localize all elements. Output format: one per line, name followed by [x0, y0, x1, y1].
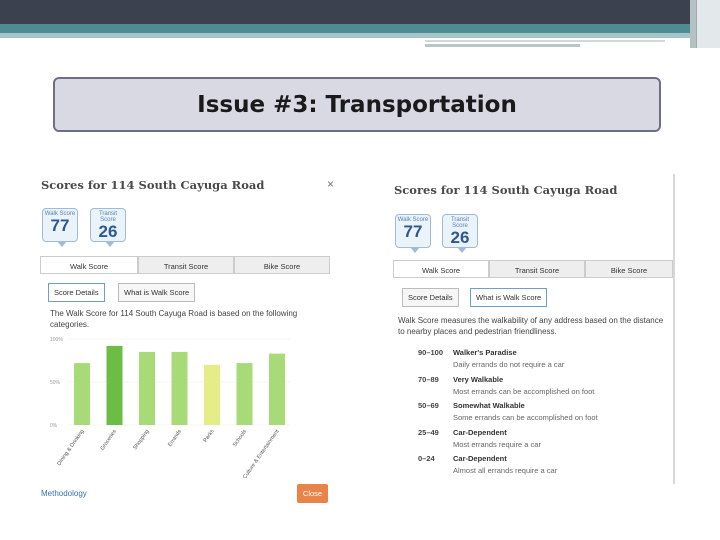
chart-bar[interactable] — [139, 351, 155, 425]
corner-decoration — [690, 0, 696, 48]
range-value: 0–24 — [418, 454, 435, 463]
range-label: Walker's Paradise — [453, 348, 517, 357]
range-description: Some errands can be accomplished on foot — [453, 413, 598, 422]
chart-bar[interactable] — [171, 351, 188, 425]
x-tick-label: Shopping — [132, 429, 150, 451]
left-tabs: Walk Score Transit Score Bike Score — [40, 256, 330, 274]
badge-pointer — [410, 247, 420, 253]
transit-score-label: Transit Score — [450, 217, 470, 229]
walk-score-label: Walk Score — [397, 217, 429, 223]
x-tick-label: Schools — [232, 429, 248, 449]
transit-score-value: 26 — [98, 222, 118, 241]
chart-bar[interactable] — [269, 353, 285, 425]
y-tick-label: 0% — [50, 423, 58, 429]
close-button[interactable]: Close — [297, 484, 328, 503]
what-is-walk-score-button[interactable]: What is Walk Score — [470, 288, 548, 307]
y-tick-label: 50% — [50, 380, 61, 386]
chart-bar[interactable] — [74, 363, 90, 425]
walk-score-badge[interactable]: Walk Score 77 — [395, 214, 431, 253]
badge-pointer — [105, 241, 115, 247]
transit-score-badge[interactable]: Transit Score 26 — [442, 214, 478, 253]
right-tabs: Walk Score Transit Score Bike Score — [393, 260, 673, 278]
y-tick-label: 100% — [50, 337, 63, 343]
range-label: Car-Dependent — [453, 427, 507, 437]
x-tick-label: Culture & Entertainment — [242, 428, 281, 478]
range-value: 70–89 — [418, 374, 439, 384]
left-description: The Walk Score for 114 South Cayuga Road… — [50, 309, 298, 329]
range-label: Car-Dependent — [453, 454, 507, 463]
chart-bar[interactable] — [106, 345, 123, 425]
range-label: Somewhat Walkable — [453, 401, 525, 410]
range-value: 50–69 — [418, 401, 439, 410]
chart-bar[interactable] — [204, 364, 220, 425]
corner-decoration — [696, 0, 720, 48]
left-panel-title: Scores for 114 South Cayuga Road — [41, 178, 265, 192]
header-line — [425, 44, 580, 47]
header-bar-light — [0, 33, 720, 38]
close-icon[interactable]: × — [327, 177, 335, 191]
tab-bike-score[interactable]: Bike Score — [585, 260, 673, 277]
header-bar-dark — [0, 0, 720, 24]
slide-title-box: Issue #3: Transportation — [53, 77, 661, 132]
walk-score-chart: 100% 50% 0%Dining & Drinking Groceries Shopp… — [50, 337, 290, 478]
x-tick-label: Dining & Drinking — [56, 429, 85, 467]
range-value: 25–49 — [418, 427, 439, 437]
badge-pointer — [57, 241, 67, 247]
right-scores-panel — [390, 174, 675, 484]
range-description: Almost all errands require a car — [453, 466, 558, 475]
right-description: Walk Score measures the walkability of a… — [398, 316, 664, 336]
score-details-button[interactable]: Score Details — [48, 283, 105, 302]
walk-score-value: 77 — [403, 222, 423, 241]
x-tick-label: Errands — [167, 429, 183, 448]
tab-walk-score[interactable]: Walk Score — [40, 256, 138, 273]
badge-pointer — [457, 247, 467, 253]
range-description: Daily errands do not require a car — [453, 360, 565, 369]
range-value: 90–100 — [418, 348, 444, 357]
score-details-button[interactable]: Score Details — [402, 288, 459, 307]
methodology-link[interactable]: Methodology — [41, 489, 87, 498]
x-tick-label: Parks — [203, 429, 216, 444]
left-scores-panel — [36, 170, 338, 510]
what-is-walk-score-button[interactable]: What is Walk Score — [118, 283, 196, 302]
header-bar-teal — [0, 24, 720, 33]
tab-transit-score[interactable]: Transit Score — [489, 260, 585, 277]
range-description: Most errands can be accomplished on foot — [453, 386, 595, 396]
x-tick-label: Groceries — [100, 429, 119, 452]
transit-score-badge[interactable]: Transit Score 26 — [90, 208, 126, 247]
tab-walk-score[interactable]: Walk Score — [393, 260, 489, 277]
slide-title: Issue #3: Transportation — [197, 91, 517, 118]
range-label: Very Walkable — [453, 374, 504, 384]
panel-edge — [673, 174, 675, 484]
walk-score-value: 77 — [50, 216, 70, 235]
tab-transit-score[interactable]: Transit Score — [138, 256, 234, 273]
header-line — [425, 40, 665, 42]
range-description: Most errands require a car — [453, 439, 541, 449]
walk-score-label: Walk Score — [44, 211, 76, 217]
tab-bike-score[interactable]: Bike Score — [234, 256, 330, 273]
chart-bar[interactable] — [236, 363, 253, 425]
walk-score-badge[interactable]: Walk Score 77 — [42, 208, 78, 247]
transit-score-label: Transit Score — [98, 211, 118, 223]
right-panel-title: Scores for 114 South Cayuga Road — [394, 183, 618, 197]
transit-score-value: 26 — [450, 228, 470, 247]
